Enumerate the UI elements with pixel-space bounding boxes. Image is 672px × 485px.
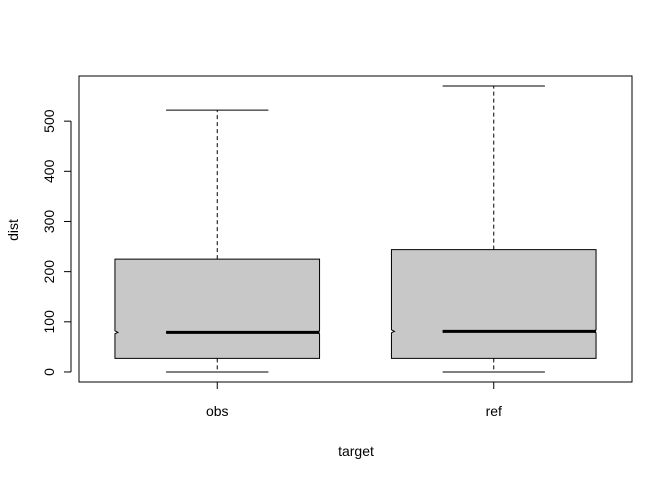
y-tick-label: 300 (41, 210, 57, 234)
plot-frame (78, 75, 633, 383)
x-axis-title: target (338, 443, 374, 459)
y-tick-label: 400 (41, 159, 57, 183)
box-ref (390, 85, 597, 373)
x-tick-label: obs (206, 403, 229, 419)
plot-layer (114, 85, 597, 373)
y-tick-label: 500 (41, 109, 57, 133)
box-body (114, 258, 321, 359)
box-body (390, 249, 597, 359)
box-obs (114, 109, 321, 373)
y-tick-label: 0 (41, 368, 57, 376)
y-tick-label: 100 (41, 310, 57, 334)
y-tick-label: 200 (41, 260, 57, 284)
axis-layer: 0 100 200 300 400 500 obs ref (41, 75, 633, 419)
y-axis-title: dist (5, 219, 21, 241)
x-tick-label: ref (486, 403, 502, 419)
